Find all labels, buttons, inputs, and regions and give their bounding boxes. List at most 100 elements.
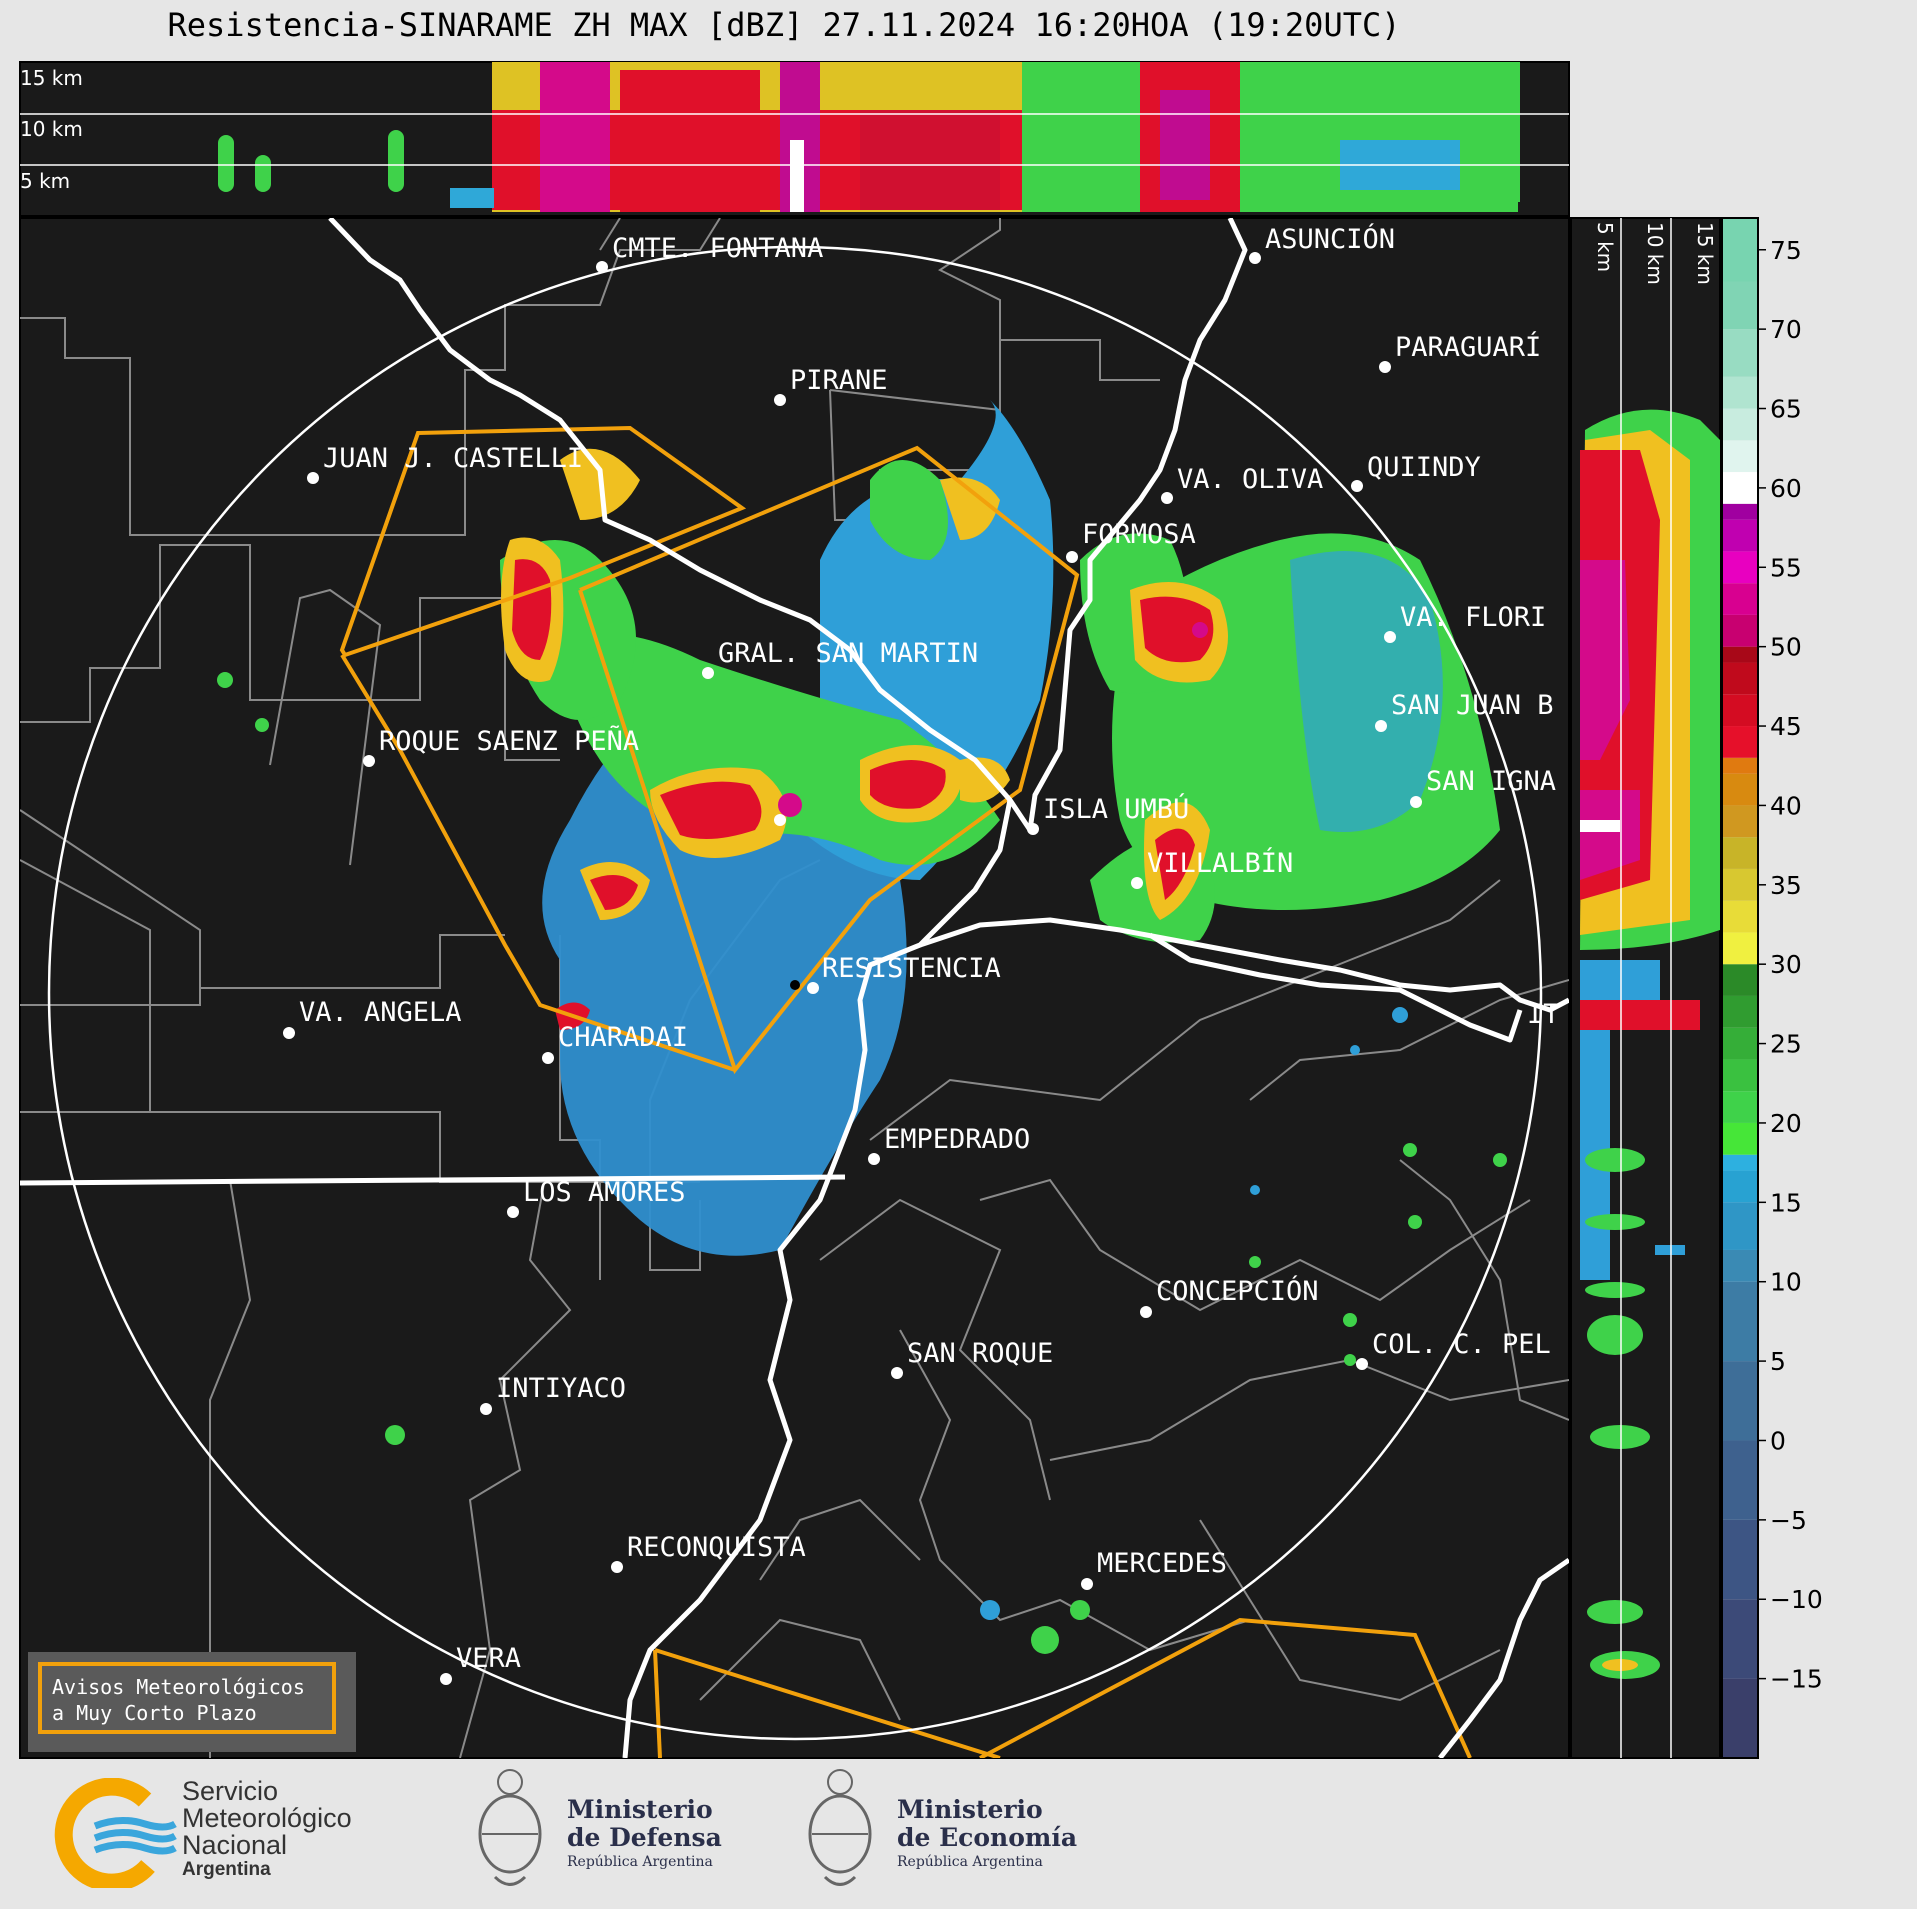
place-paraguari: PARAGUARÍ bbox=[1379, 331, 1541, 373]
top-label-15km: 15 km bbox=[20, 66, 83, 90]
warning-legend: Avisos Meteorológicos a Muy Corto Plazo bbox=[28, 1652, 356, 1752]
radar-site bbox=[790, 980, 800, 990]
warning-legend-frame: Avisos Meteorológicos a Muy Corto Plazo bbox=[38, 1662, 336, 1734]
place-label: INTIYACO bbox=[496, 1373, 626, 1404]
warning-polygon-castelli bbox=[339, 425, 747, 658]
place-label: MERCEDES bbox=[1097, 1548, 1227, 1579]
place-pirane: PIRANE bbox=[774, 365, 888, 406]
place-cmte-fontana: CMTE. FONTANA bbox=[596, 233, 823, 273]
range-ring bbox=[47, 245, 1543, 1741]
side-label-15km: 15 km bbox=[1693, 222, 1717, 285]
place-va-angela: VA. ANGELA bbox=[283, 997, 462, 1039]
colorbar-tick-label: 45 bbox=[1770, 712, 1802, 741]
colorbar-band bbox=[1722, 837, 1758, 869]
defensa-line1: Ministerio bbox=[567, 1795, 713, 1824]
colorbar-bands bbox=[1722, 218, 1758, 1758]
coat-of-arms-icon bbox=[478, 1769, 542, 1886]
place-los-amores: LOS AMORES bbox=[507, 1177, 686, 1218]
colorbar-band bbox=[1722, 646, 1758, 663]
colorbar-band bbox=[1722, 440, 1758, 473]
colorbar-band bbox=[1722, 1122, 1758, 1155]
colorbar-tick-label: −15 bbox=[1770, 1665, 1823, 1694]
place-label: VERA bbox=[456, 1643, 521, 1674]
colorbar-band bbox=[1722, 1519, 1758, 1600]
place-va-flori: VA. FLORI bbox=[1384, 602, 1546, 643]
warning-polygons bbox=[339, 425, 1472, 1758]
defensa-line2: de Defensa bbox=[567, 1823, 722, 1852]
colorbar-tick-label: 60 bbox=[1770, 474, 1802, 503]
colorbar-tick-label: 15 bbox=[1770, 1188, 1802, 1217]
place-san-roque: SAN ROQUE bbox=[891, 1338, 1053, 1379]
colorbar-band bbox=[1722, 1361, 1758, 1441]
colorbar-band bbox=[1722, 694, 1758, 727]
colorbar-band bbox=[1722, 900, 1758, 933]
side-label-5km: 5 km bbox=[1593, 222, 1617, 272]
smn-emblem-icon bbox=[54, 1778, 177, 1888]
place-label: EMPEDRADO bbox=[884, 1124, 1030, 1155]
side-height-profile: 5 km 10 km 15 km bbox=[1570, 217, 1721, 1759]
colorbar-band bbox=[1722, 1059, 1758, 1092]
place-label: VA. ANGELA bbox=[299, 997, 462, 1028]
colorbar-tick-label: 0 bbox=[1770, 1426, 1786, 1455]
place-label: ASUNCIÓN bbox=[1265, 223, 1395, 255]
colorbar-tick-label: 75 bbox=[1770, 236, 1802, 265]
colorbar-band bbox=[1722, 376, 1758, 409]
colorbar-band bbox=[1722, 1154, 1758, 1171]
place-label: CMTE. FONTANA bbox=[612, 233, 823, 264]
place-label: RECONQUISTA bbox=[627, 1532, 806, 1563]
side-label-10km: 10 km bbox=[1643, 222, 1667, 285]
place-label: GRAL. SAN MARTIN bbox=[718, 638, 978, 669]
place-it: IT bbox=[1527, 999, 1560, 1030]
colorbar-band bbox=[1722, 1440, 1758, 1520]
colorbar-tick-label: −5 bbox=[1770, 1506, 1807, 1535]
place-gral-san-martin: GRAL. SAN MARTIN bbox=[702, 638, 978, 679]
place-concepcion: CONCEPCIÓN bbox=[1140, 1275, 1319, 1318]
place-isla-umbu: ISLA UMBÚ bbox=[1027, 793, 1189, 835]
smn-line2: Meteorológico bbox=[182, 1803, 352, 1833]
colorbar-tick-label: 70 bbox=[1770, 315, 1802, 344]
colorbar-tick-label: 50 bbox=[1770, 633, 1802, 662]
top-height-profile: 15 km 10 km 5 km bbox=[19, 61, 1570, 217]
place-label: SAN IGNA bbox=[1426, 766, 1556, 797]
colorbar-tick-label: 55 bbox=[1770, 553, 1802, 582]
radar-map: CMTE. FONTANA ASUNCIÓN PARAGUARÍ PIRANE … bbox=[19, 217, 1570, 1759]
place-quiindy: QUIINDY bbox=[1351, 452, 1481, 492]
place-formosa: FORMOSA bbox=[1066, 519, 1196, 563]
place-markers: CMTE. FONTANA ASUNCIÓN PARAGUARÍ PIRANE … bbox=[283, 223, 1560, 1685]
place-label: IT bbox=[1527, 999, 1560, 1030]
coat-of-arms-icon bbox=[808, 1769, 872, 1886]
colorbar-band bbox=[1722, 408, 1758, 441]
place-label: JUAN J. CASTELLI bbox=[323, 443, 583, 474]
smn-line1: Servicio bbox=[182, 1776, 279, 1806]
place-charadai: CHARADAI bbox=[542, 1022, 688, 1064]
colorbar-band bbox=[1722, 1170, 1758, 1203]
colorbar-band bbox=[1722, 1091, 1758, 1123]
place-label: CONCEPCIÓN bbox=[1156, 1275, 1319, 1307]
place-label: COL. C. PEL bbox=[1372, 1329, 1551, 1360]
place-mercedes: MERCEDES bbox=[1081, 1548, 1227, 1590]
warning-polygon-south bbox=[653, 1649, 662, 1758]
top-label-10km: 10 km bbox=[20, 117, 83, 141]
place-label: LOS AMORES bbox=[523, 1177, 686, 1208]
place-va-oliva: VA. OLIVA bbox=[1161, 464, 1323, 504]
place-label: QUIINDY bbox=[1367, 452, 1481, 483]
colorbar-band bbox=[1722, 519, 1758, 552]
radar-echoes bbox=[217, 400, 1507, 1654]
colorbar-tick-label: 65 bbox=[1770, 395, 1802, 424]
colorbar-band bbox=[1722, 472, 1758, 504]
colorbar-tick-label: 10 bbox=[1770, 1268, 1802, 1297]
smn-logo: Servicio Meteorológico Nacional Argentin… bbox=[50, 1778, 410, 1888]
colorbar-tick-label: 25 bbox=[1770, 1030, 1802, 1059]
colorbar-band bbox=[1722, 1599, 1758, 1679]
warning-legend-line2: a Muy Corto Plazo bbox=[52, 1701, 257, 1725]
place-col-c-pel: COL. C. PEL bbox=[1356, 1329, 1551, 1370]
place-label: VA. FLORI bbox=[1400, 602, 1546, 633]
economia-line2: de Economía bbox=[897, 1823, 1078, 1852]
colorbar-band bbox=[1722, 662, 1758, 695]
colorbar-band bbox=[1722, 551, 1758, 584]
colorbar-band bbox=[1722, 1678, 1758, 1758]
place-intiyaco: INTIYACO bbox=[480, 1373, 626, 1415]
colorbar-band bbox=[1722, 614, 1758, 647]
place-label: VILLALBÍN bbox=[1147, 847, 1293, 879]
